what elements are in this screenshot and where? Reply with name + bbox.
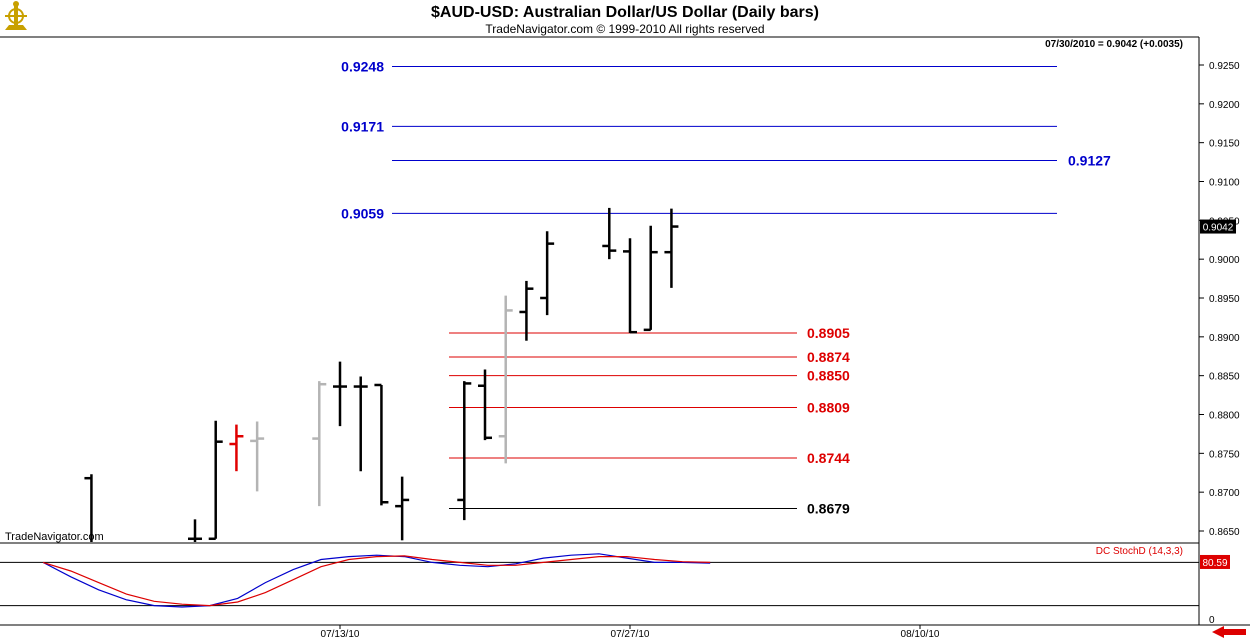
ohlc-bar bbox=[519, 280, 534, 341]
ohlc-bar bbox=[208, 420, 223, 541]
stochastic-d-line bbox=[42, 555, 711, 607]
quote-readout: 07/30/2010 = 0.9042 (+0.0035) bbox=[1045, 39, 1183, 50]
last-price-marker: 0.9042 bbox=[1200, 219, 1236, 234]
ohlc-bar bbox=[498, 295, 513, 464]
ohlc-bar bbox=[395, 476, 410, 541]
resistance-label: 0.9248 bbox=[341, 59, 384, 75]
ohlc-bar bbox=[333, 361, 347, 427]
stochastic-panel: 080.59 bbox=[0, 553, 1230, 626]
trade-navigator-logo bbox=[5, 1, 27, 30]
price-tick-label: 0.9150 bbox=[1209, 139, 1240, 150]
last-price-box bbox=[1200, 219, 1236, 234]
support-label: 0.8744 bbox=[807, 450, 850, 466]
ohlc-bar bbox=[478, 369, 492, 441]
price-tick-label: 0.9250 bbox=[1209, 61, 1240, 72]
price-tick-label: 0.8750 bbox=[1209, 449, 1240, 460]
last-price-label: 0.9042 bbox=[1203, 223, 1234, 234]
scroll-left-arrow-icon[interactable] bbox=[1212, 626, 1246, 638]
ohlc-bar bbox=[602, 207, 617, 260]
ohlc-bar bbox=[623, 238, 637, 334]
price-tick-label: 0.8900 bbox=[1209, 333, 1240, 344]
stochastic-value-box bbox=[1200, 554, 1230, 569]
ohlc-bar bbox=[643, 225, 658, 332]
stop-label: 0.8679 bbox=[807, 500, 850, 516]
support-label: 0.8850 bbox=[807, 368, 850, 384]
copyright-text: TradeNavigator.com © 1999-2010 All right… bbox=[485, 22, 764, 36]
ohlc-bars bbox=[84, 207, 679, 542]
stochastic-title: DC StochD (14,3,3) bbox=[1096, 546, 1183, 557]
ohlc-bar bbox=[312, 381, 327, 507]
price-tick-label: 0.9100 bbox=[1209, 178, 1240, 189]
resistance-label: 0.9171 bbox=[341, 118, 384, 134]
support-label: 0.8905 bbox=[807, 325, 850, 341]
resistance-label: 0.9059 bbox=[341, 205, 384, 221]
ohlc-bar bbox=[353, 376, 368, 472]
ohlc-bar bbox=[664, 208, 679, 288]
support-label: 0.8809 bbox=[807, 400, 850, 416]
price-tick-label: 0.8650 bbox=[1209, 527, 1240, 538]
date-tick-label: 08/10/10 bbox=[901, 629, 940, 640]
support-label: 0.8874 bbox=[807, 349, 850, 365]
ohlc-bar bbox=[250, 421, 265, 492]
price-tick-label: 0.9000 bbox=[1209, 255, 1240, 266]
price-levels: 0.9248 0.9171 0.9127 0.9059 0.8905 0.8874 0.88… bbox=[341, 59, 1111, 517]
ohlc-bar bbox=[374, 383, 389, 506]
watermark-text: TradeNavigator.com bbox=[5, 531, 104, 543]
date-axis-ticks: 07/13/10 07/27/10 08/10/10 bbox=[321, 625, 940, 640]
chart-title: $AUD-USD: Australian Dollar/US Dollar (D… bbox=[431, 4, 819, 21]
resistance-label: 0.9127 bbox=[1068, 153, 1111, 169]
ohlc-bar bbox=[540, 231, 555, 316]
ohlc-bar bbox=[229, 424, 244, 472]
ohlc-bar bbox=[84, 474, 93, 542]
ohlc-bar bbox=[188, 519, 202, 542]
price-tick-label: 0.8850 bbox=[1209, 372, 1240, 383]
price-tick-label: 0.8700 bbox=[1209, 488, 1240, 499]
stochastic-k-line bbox=[42, 553, 711, 608]
stochastic-value-label: 80.59 bbox=[1202, 558, 1227, 569]
date-tick-label: 07/27/10 bbox=[611, 629, 650, 640]
date-tick-label: 07/13/10 bbox=[321, 629, 360, 640]
stochastic-tick-label: 0 bbox=[1209, 615, 1215, 626]
price-tick-label: 0.8950 bbox=[1209, 294, 1240, 305]
price-tick-label: 0.9200 bbox=[1209, 100, 1240, 111]
price-tick-label: 0.8800 bbox=[1209, 411, 1240, 422]
ohlc-bar bbox=[457, 381, 472, 521]
